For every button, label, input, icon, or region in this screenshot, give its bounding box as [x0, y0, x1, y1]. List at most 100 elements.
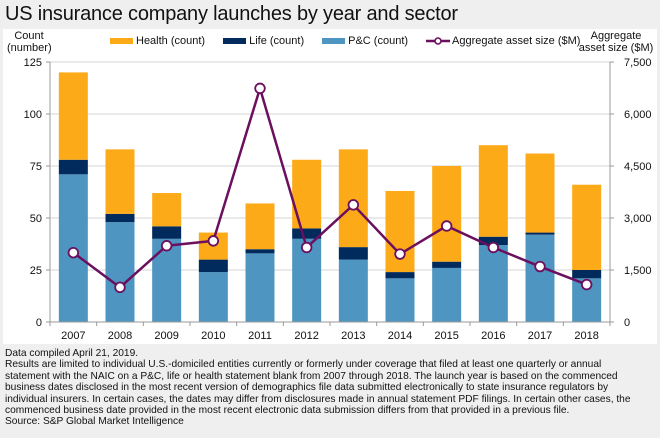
- footnotes: Data compiled April 21, 2019. Results ar…: [5, 348, 657, 428]
- legend-swatch-pc: [322, 38, 346, 44]
- bar-pc-2015: [432, 267, 462, 322]
- x-tick-label: 2018: [574, 330, 598, 342]
- x-tick-label: 2017: [528, 330, 552, 342]
- bar-pc-2016: [478, 245, 508, 322]
- bar-life-2007: [58, 159, 88, 175]
- bar-life-2009: [152, 226, 182, 239]
- footnote-line: individual insurers. In certain cases, t…: [5, 393, 631, 405]
- asset-size-point-2007: [67, 246, 80, 259]
- bar-life-2014: [385, 272, 415, 279]
- y2-tick-label: 7,500: [624, 57, 652, 69]
- y2-tick-label: 1,500: [624, 265, 652, 277]
- bars: [58, 72, 602, 322]
- footnote-line: business dates disclosed in the most rec…: [5, 382, 609, 394]
- x-tick-label: 2007: [61, 330, 85, 342]
- bar-pc-2009: [152, 238, 182, 322]
- legend-swatch-life: [223, 38, 247, 44]
- legend-label-life: Life (count): [249, 35, 305, 47]
- x-tick-label: 2011: [248, 330, 272, 342]
- y-tick-label: 25: [30, 265, 42, 277]
- legend-label-asset-size: Aggregate asset size ($M): [452, 35, 581, 47]
- bar-health-2013: [338, 149, 368, 248]
- asset-size-point-2012: [300, 241, 313, 254]
- right-axis-title-line2: asset size ($M): [578, 42, 654, 54]
- x-tick-label: 2015: [434, 330, 458, 342]
- bar-health-2015: [432, 166, 462, 262]
- x-tick-label: 2009: [154, 330, 178, 342]
- y-tick-label: 75: [30, 161, 42, 173]
- footnote-line: statement with the NAIC on a P&C, life o…: [5, 370, 618, 382]
- x-tick-label: 2008: [108, 330, 132, 342]
- bar-pc-2011: [245, 253, 275, 322]
- left-axis-title-line1: Count: [14, 30, 44, 42]
- x-tick-label: 2010: [201, 330, 225, 342]
- bar-pc-2013: [338, 259, 368, 322]
- footnote-line: Results are limited to individual U.S.-d…: [5, 359, 602, 371]
- y2-tick-label: 4,500: [624, 161, 652, 173]
- legend-label-health: Health (count): [136, 35, 206, 47]
- bar-health-2011: [245, 203, 275, 250]
- right-axis-title-line1: Aggregate: [590, 30, 642, 42]
- y2-tick-label: 0: [624, 317, 630, 329]
- chart-panel: Count (number) Aggregate asset size ($M)…: [3, 29, 657, 344]
- bar-health-2009: [152, 193, 182, 227]
- asset-size-point-2014: [394, 248, 406, 260]
- bar-life-2018: [572, 270, 602, 279]
- bar-life-2010: [198, 259, 228, 273]
- bar-pc-2014: [385, 278, 415, 322]
- footnote-line: Data compiled April 21, 2019.: [5, 348, 139, 359]
- x-tick-label: 2012: [294, 330, 318, 342]
- bar-health-2017: [525, 153, 555, 233]
- asset-size-polyline: [72, 83, 588, 289]
- right-axis-title: Aggregate asset size ($M): [575, 30, 657, 54]
- left-axis-title: Count (number): [7, 30, 52, 54]
- legend-swatch-health: [110, 38, 133, 44]
- bar-health-2018: [572, 184, 602, 270]
- x-tick-label: 2014: [388, 330, 412, 342]
- asset-size-point-2013: [347, 199, 360, 211]
- asset-size-point-2010: [207, 235, 220, 247]
- asset-size-point-2015: [440, 220, 453, 232]
- legend: Health (count) Life (count) P&C (count) …: [110, 35, 598, 47]
- bar-health-2012: [292, 159, 322, 229]
- y-tick-label: 50: [30, 213, 42, 225]
- chart-plot: 0 25 50 75 100 125 0 1,500 3,000 4,500 6,000 7,500 2…: [24, 57, 652, 342]
- legend-item-asset-size: Aggregate asset size ($M): [426, 35, 580, 47]
- bar-life-2012: [292, 228, 322, 239]
- bar-health-2016: [478, 145, 508, 237]
- asset-size-line: [67, 82, 593, 294]
- y-tick-label: 125: [24, 57, 42, 69]
- legend-item-pc: P&C (count): [322, 35, 408, 47]
- asset-size-point-2016: [487, 241, 500, 254]
- bar-life-2013: [338, 247, 368, 260]
- y-tick-label: 100: [24, 109, 42, 121]
- y2-tick-label: 3,000: [624, 213, 652, 225]
- bar-pc-2010: [198, 272, 228, 322]
- x-tick-label: 2013: [341, 330, 365, 342]
- bar-health-2007: [58, 72, 88, 160]
- bar-life-2008: [105, 213, 135, 223]
- left-axis-title-line2: (number): [7, 42, 52, 54]
- bar-pc-2008: [105, 222, 135, 322]
- footnote-line: commenced business date provided in the …: [5, 405, 570, 417]
- legend-item-life: Life (count): [223, 35, 304, 47]
- gridlines: [50, 61, 610, 271]
- bar-life-2017: [525, 232, 555, 235]
- chart-title: US insurance company launches by year an…: [5, 3, 458, 25]
- asset-size-point-2008: [114, 281, 126, 294]
- bar-pc-2017: [525, 234, 555, 322]
- y-tick-label: 0: [36, 317, 42, 329]
- bar-life-2011: [245, 249, 275, 254]
- asset-size-point-2017: [534, 260, 546, 273]
- asset-size-point-2011: [254, 82, 266, 95]
- legend-swatch-asset-size: [426, 37, 451, 45]
- bar-life-2015: [432, 261, 462, 268]
- legend-item-health: Health (count): [110, 35, 205, 47]
- bar-health-2008: [105, 149, 135, 214]
- bar-health-2014: [385, 190, 415, 273]
- y2-tick-label: 6,000: [624, 109, 652, 121]
- bar-life-2016: [478, 236, 508, 246]
- tick-labels: 0 25 50 75 100 125 0 1,500 3,000 4,500 6,000 7,500 2…: [24, 57, 652, 342]
- axes: [46, 61, 614, 326]
- asset-size-point-2009: [160, 240, 173, 252]
